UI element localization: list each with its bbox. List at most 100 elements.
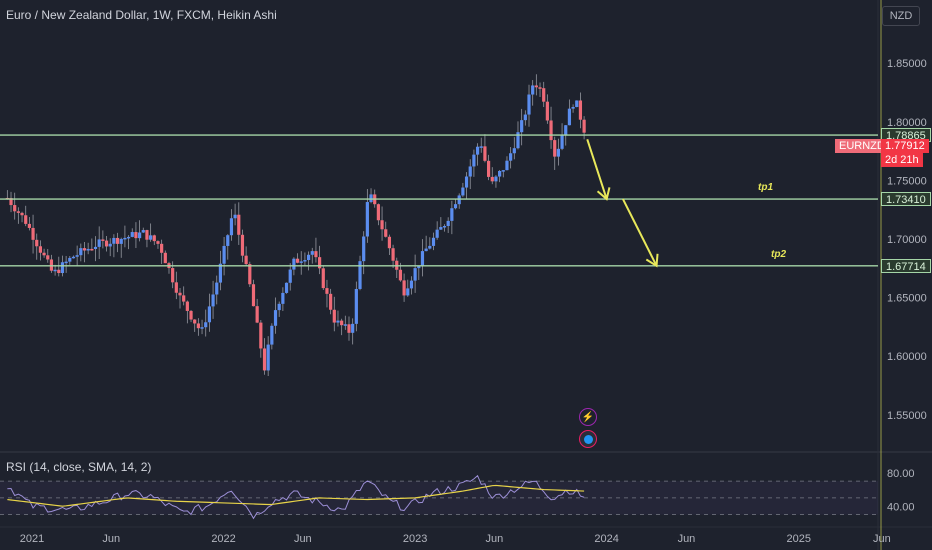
candle-body — [229, 218, 234, 236]
candle-body — [387, 236, 392, 249]
current-price-tag: 1.77912 — [881, 139, 929, 154]
candle-body — [468, 166, 472, 177]
horizontal-levels[interactable]: tp1 tp2 — [0, 134, 878, 267]
candle-body — [424, 248, 428, 252]
candle-body — [270, 325, 274, 345]
candle-body — [380, 220, 384, 230]
candle-body — [108, 243, 112, 247]
candle-body — [163, 252, 167, 264]
lightning-icon[interactable]: ⚡ — [579, 408, 597, 426]
projection-arrows[interactable] — [586, 139, 659, 268]
candle-body — [560, 135, 564, 149]
candle-body — [295, 258, 300, 263]
candle-body — [446, 220, 450, 227]
level-price-badge: 1.67714 — [881, 258, 931, 273]
candle-body — [60, 262, 65, 274]
projection-arrow-line — [586, 139, 608, 200]
candle-body — [90, 248, 94, 251]
chart-title: Euro / New Zealand Dollar, 1W, FXCM, Hei… — [6, 8, 277, 22]
candle-body — [49, 259, 54, 271]
candle-body — [160, 243, 164, 253]
candle-body — [486, 160, 491, 177]
candle-body — [329, 293, 333, 310]
price-tick-label: 1.85000 — [887, 58, 927, 70]
candle-body — [553, 140, 557, 157]
candle-body — [281, 292, 285, 304]
candle-body — [244, 255, 248, 265]
time-tick-label: 2024 — [594, 533, 618, 545]
candle-body — [240, 234, 245, 256]
candle-body — [82, 248, 87, 251]
candle-body — [531, 85, 535, 95]
candle-body — [9, 198, 13, 206]
candle-body — [314, 251, 318, 258]
candle-body — [431, 237, 436, 246]
candle-body — [16, 211, 20, 213]
candle-body — [215, 282, 219, 295]
candle-body — [182, 295, 186, 302]
candle-body — [20, 212, 24, 216]
rsi-line — [7, 474, 585, 520]
candle-body — [325, 288, 329, 294]
globe-icon[interactable] — [579, 430, 597, 448]
candle-body — [398, 269, 403, 281]
candle-body — [196, 323, 200, 329]
candle-body — [262, 348, 267, 371]
candle-body — [156, 241, 160, 244]
candles — [5, 74, 586, 377]
candle-body — [578, 100, 583, 120]
candle-body — [490, 176, 494, 182]
symbol-tag: EURNZD — [835, 139, 889, 154]
candle-body — [237, 214, 241, 235]
candle-body — [207, 306, 211, 323]
rsi-tick-label: 40.00 — [887, 501, 915, 513]
candle-body — [97, 239, 101, 247]
candle-body — [354, 288, 358, 324]
level-price-badge: 1.73410 — [881, 192, 931, 207]
candle-body — [42, 252, 46, 256]
candle-body — [409, 280, 414, 289]
candle-body — [435, 229, 439, 238]
candle-body — [564, 125, 568, 136]
candle-body — [126, 236, 131, 239]
candle-body — [189, 310, 193, 320]
candle-body — [64, 261, 68, 264]
candle-body — [549, 120, 553, 141]
candle-body — [450, 208, 454, 221]
candle-body — [57, 269, 61, 274]
candle-body — [384, 229, 388, 237]
candle-body — [391, 248, 395, 261]
candle-body — [303, 260, 307, 262]
candle-body — [112, 237, 116, 244]
candle-body — [292, 258, 296, 270]
rsi-label: RSI (14, close, SMA, 14, 2) — [6, 460, 152, 474]
candle-body — [571, 106, 575, 109]
candle-body — [479, 146, 483, 148]
candle-body — [494, 176, 498, 182]
candle-body — [178, 292, 182, 296]
candle-body — [483, 146, 487, 161]
candle-body — [75, 255, 79, 257]
candle-body — [369, 194, 373, 203]
candle-body — [402, 280, 406, 296]
candle-body — [185, 301, 189, 311]
candle-body — [343, 324, 347, 326]
candle-body — [38, 246, 43, 253]
rsi-pane — [0, 474, 878, 520]
time-tick-label: 2025 — [787, 533, 811, 545]
candle-body — [174, 282, 178, 293]
candle-body — [233, 214, 237, 219]
candle-body — [222, 245, 226, 264]
time-tick-label: 2021 — [20, 533, 44, 545]
candle-body — [171, 268, 175, 283]
target-annotation: tp1 — [758, 182, 773, 193]
candle-body — [365, 202, 369, 237]
candle-body — [130, 232, 134, 237]
candle-body — [137, 232, 142, 239]
currency-button[interactable]: NZD — [882, 6, 920, 26]
candle-body — [501, 170, 505, 172]
candle-body — [226, 235, 230, 246]
candle-body — [442, 226, 447, 228]
